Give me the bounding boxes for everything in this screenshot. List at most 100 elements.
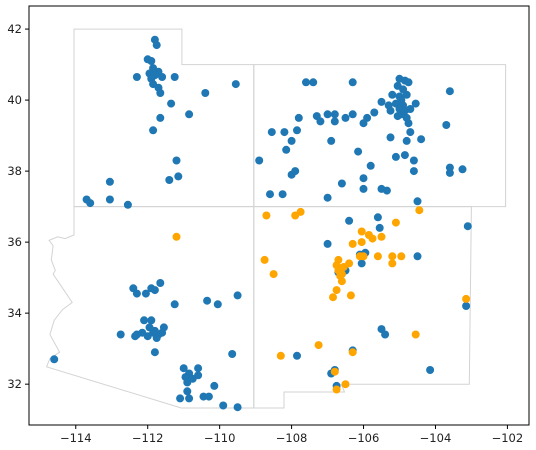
data-point <box>384 101 393 110</box>
data-point <box>152 41 161 50</box>
data-point <box>375 223 384 232</box>
data-point <box>140 316 149 325</box>
data-point <box>316 117 325 126</box>
y-tick-label: 38 <box>7 164 22 178</box>
data-point <box>309 78 318 87</box>
data-point <box>323 193 332 202</box>
data-point <box>170 73 179 81</box>
data-point <box>348 348 357 357</box>
data-point <box>426 366 435 374</box>
data-point <box>280 128 289 137</box>
data-point <box>323 239 332 248</box>
data-point <box>267 128 276 137</box>
data-point <box>391 152 400 161</box>
y-tick-label: 42 <box>7 22 22 36</box>
data-point <box>402 90 411 99</box>
data-point <box>458 165 467 174</box>
x-axis-ticks: −114 −112 −110 −108 −106 −104 −102 <box>60 425 523 445</box>
data-point <box>287 170 296 179</box>
data-point <box>388 252 397 261</box>
data-point <box>150 286 159 295</box>
data-point <box>357 227 366 236</box>
data-point <box>445 163 454 172</box>
y-tick-label: 32 <box>7 377 22 391</box>
data-point <box>213 300 222 309</box>
y-axis-ticks: 32 34 36 38 40 42 <box>7 22 29 391</box>
data-point <box>287 136 296 145</box>
data-point <box>409 167 418 176</box>
data-point <box>411 99 420 108</box>
data-point <box>357 259 366 268</box>
data-point <box>382 186 391 195</box>
data-point <box>293 126 301 135</box>
data-point <box>156 113 165 122</box>
data-point <box>400 151 409 160</box>
data-point <box>409 156 418 165</box>
data-point <box>269 270 278 279</box>
data-point <box>147 316 156 325</box>
data-point <box>203 296 212 305</box>
data-point <box>334 255 343 264</box>
data-point <box>341 380 350 389</box>
data-point <box>388 90 397 99</box>
data-point <box>404 78 413 87</box>
data-point <box>314 341 323 350</box>
data-point <box>393 112 402 121</box>
data-point <box>404 119 413 128</box>
data-point <box>141 289 150 298</box>
data-point <box>105 195 114 204</box>
data-point <box>219 401 228 410</box>
data-point <box>462 294 471 303</box>
data-point <box>174 172 183 181</box>
data-point <box>194 371 203 380</box>
data-point <box>330 117 339 126</box>
data-point <box>145 323 154 332</box>
y-tick-label: 34 <box>7 306 22 320</box>
plot-axes <box>28 5 530 426</box>
data-point <box>278 190 287 199</box>
data-point <box>445 87 454 96</box>
data-point <box>183 387 192 396</box>
data-point <box>348 110 357 119</box>
data-point <box>158 73 167 81</box>
data-point <box>462 302 471 310</box>
data-point <box>255 156 264 165</box>
x-tick-label: −112 <box>132 431 164 445</box>
data-point <box>348 239 357 248</box>
data-point <box>204 392 213 401</box>
data-point <box>359 119 368 128</box>
data-point <box>233 291 242 300</box>
data-point <box>417 135 426 144</box>
data-point <box>413 252 422 261</box>
data-point <box>86 199 95 208</box>
data-point <box>327 136 336 145</box>
data-point <box>391 218 400 227</box>
data-point <box>373 213 382 222</box>
x-tick-label: −102 <box>492 431 524 445</box>
boundary-colorado <box>253 64 507 208</box>
data-point <box>323 110 332 119</box>
data-point <box>364 231 373 239</box>
data-point <box>170 300 179 309</box>
x-tick-label: −110 <box>204 431 236 445</box>
data-point <box>167 99 176 108</box>
data-point <box>210 381 219 390</box>
data-point <box>359 252 368 261</box>
data-points <box>50 35 472 412</box>
data-point <box>266 190 274 199</box>
y-tick-label: 40 <box>7 93 22 107</box>
data-point <box>149 126 158 135</box>
data-point <box>406 105 415 113</box>
data-point <box>397 252 406 261</box>
data-point <box>413 197 422 206</box>
data-point <box>294 113 303 122</box>
x-tick-label: −104 <box>420 431 452 445</box>
data-point <box>329 293 337 302</box>
data-point <box>185 394 194 403</box>
data-point <box>262 211 271 220</box>
data-point <box>172 156 181 165</box>
data-point <box>337 179 346 188</box>
data-point <box>293 351 301 360</box>
data-point <box>201 89 210 97</box>
